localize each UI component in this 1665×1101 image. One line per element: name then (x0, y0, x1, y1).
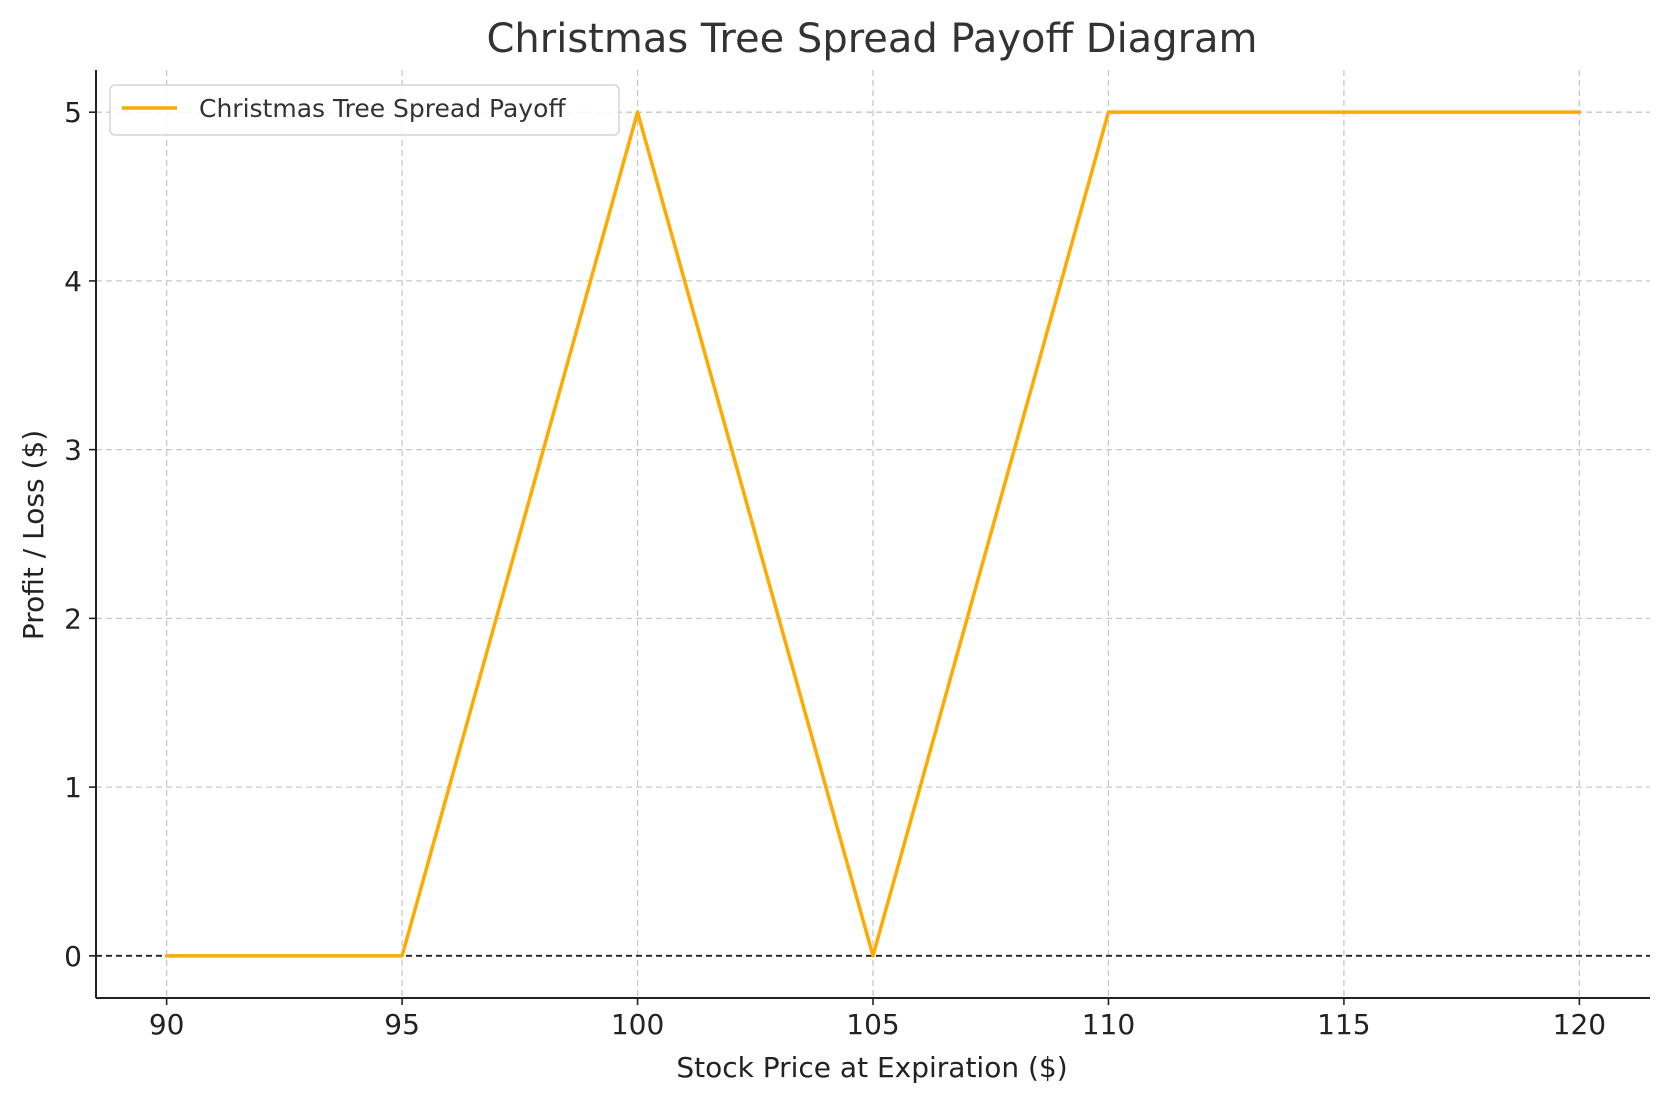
y-tick-label-2: 2 (64, 602, 82, 635)
legend-entry-label: Christmas Tree Spread Payoff (199, 94, 566, 123)
legend: Christmas Tree Spread Payoff (109, 84, 620, 136)
y-tick-label-4: 4 (64, 265, 82, 298)
x-tick-label-100: 100 (611, 1008, 664, 1041)
x-tick-label-90: 90 (149, 1008, 185, 1041)
x-axis-label: Stock Price at Expiration ($) (676, 1051, 1067, 1084)
axes (89, 70, 1650, 1005)
y-tick-label-3: 3 (64, 434, 82, 467)
x-tick-label-110: 110 (1082, 1008, 1135, 1041)
y-tick-label-1: 1 (64, 771, 82, 804)
series-lines (164, 110, 1582, 958)
x-tick-label-95: 95 (384, 1008, 420, 1041)
x-tick-label-115: 115 (1317, 1008, 1370, 1041)
y-axis-label: Profit / Loss ($) (17, 430, 50, 640)
y-tick-label-5: 5 (64, 96, 82, 129)
series-line-0 (164, 110, 1582, 958)
chart-title: Christmas Tree Spread Payoff Diagram (486, 16, 1257, 62)
x-tick-label-105: 105 (846, 1008, 899, 1041)
legend-box (109, 84, 620, 136)
x-tick-label-120: 120 (1553, 1008, 1606, 1041)
y-tick-label-0: 0 (64, 940, 82, 973)
tick-labels: 90 95 100 105 110 115 120 0 1 2 3 4 5 (64, 96, 1606, 1041)
